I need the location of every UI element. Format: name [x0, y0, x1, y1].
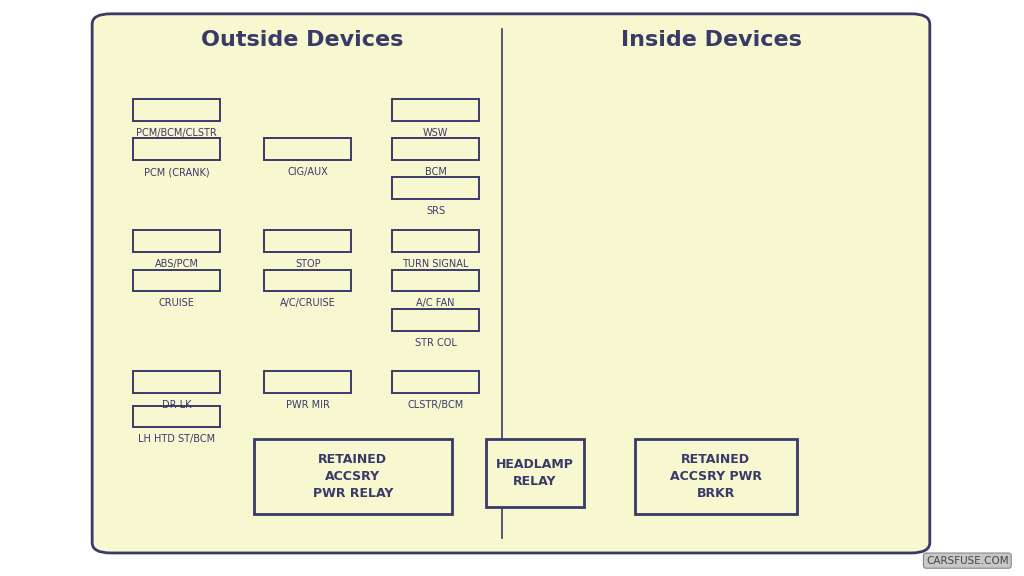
Bar [392, 230, 479, 252]
Text: BRKR: BRKR [696, 487, 735, 500]
Bar [392, 309, 479, 331]
Bar [392, 270, 479, 291]
Bar [264, 270, 351, 291]
Text: SRS: SRS [426, 206, 445, 216]
Bar [264, 230, 351, 252]
Text: ACCSRY PWR: ACCSRY PWR [670, 470, 762, 483]
Bar [392, 177, 479, 199]
Text: ACCSRY: ACCSRY [326, 470, 380, 483]
Bar [486, 439, 584, 507]
Text: STOP: STOP [295, 259, 321, 269]
Bar [133, 99, 220, 121]
Bar [264, 138, 351, 160]
Text: RETAINED: RETAINED [318, 453, 387, 465]
Bar [635, 439, 797, 514]
Text: PCM (CRANK): PCM (CRANK) [143, 167, 210, 177]
Text: CIG/AUX: CIG/AUX [288, 167, 328, 177]
Bar [264, 371, 351, 393]
Text: HEADLAMP: HEADLAMP [496, 458, 574, 471]
Bar [133, 406, 220, 427]
Text: Outside Devices: Outside Devices [201, 31, 403, 50]
Text: LH HTD ST/BCM: LH HTD ST/BCM [138, 434, 215, 444]
Text: WSW: WSW [423, 128, 449, 138]
Bar [392, 99, 479, 121]
Text: A/C/CRUISE: A/C/CRUISE [280, 298, 336, 308]
Text: CLSTR/BCM: CLSTR/BCM [408, 400, 464, 410]
Text: PCM/BCM/CLSTR: PCM/BCM/CLSTR [136, 128, 217, 138]
FancyBboxPatch shape [92, 14, 930, 553]
Text: PWR MIR: PWR MIR [286, 400, 330, 410]
Text: DR LK: DR LK [162, 400, 191, 410]
Bar [133, 270, 220, 291]
Text: CRUISE: CRUISE [159, 298, 195, 308]
Text: ABS/PCM: ABS/PCM [155, 259, 199, 269]
Text: Inside Devices: Inside Devices [622, 31, 802, 50]
Text: PWR RELAY: PWR RELAY [312, 487, 393, 500]
Text: RETAINED: RETAINED [681, 453, 751, 465]
Text: TURN SIGNAL: TURN SIGNAL [402, 259, 469, 269]
Text: CARSFUSE.COM: CARSFUSE.COM [926, 556, 1009, 566]
Bar [133, 371, 220, 393]
Bar [392, 138, 479, 160]
Bar [254, 439, 452, 514]
Bar [133, 230, 220, 252]
Bar [392, 371, 479, 393]
Text: A/C FAN: A/C FAN [417, 298, 455, 308]
Text: RELAY: RELAY [513, 475, 557, 488]
Bar [133, 138, 220, 160]
Text: BCM: BCM [425, 167, 446, 177]
Text: STR COL: STR COL [415, 338, 457, 347]
